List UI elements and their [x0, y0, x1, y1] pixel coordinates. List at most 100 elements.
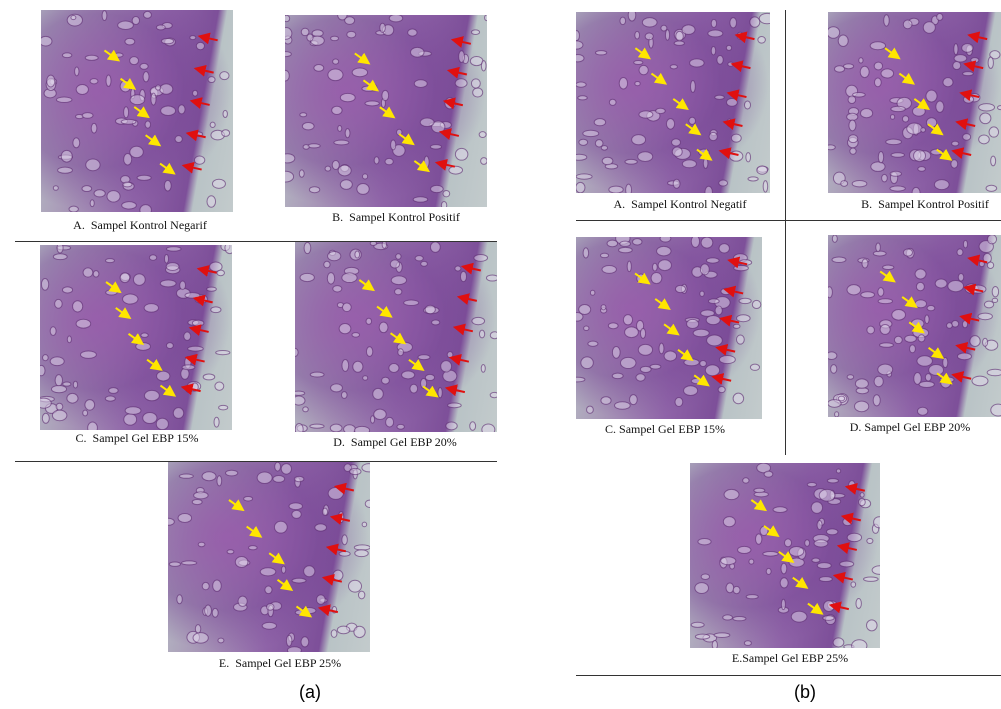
cell — [871, 565, 880, 575]
cell — [638, 64, 649, 76]
cell — [866, 537, 874, 544]
caption: A. Sampel Kontrol Negatif — [613, 197, 747, 211]
cell — [576, 30, 580, 42]
cell — [321, 507, 329, 516]
cell — [618, 246, 633, 254]
micrograph — [168, 462, 370, 652]
cell — [664, 29, 671, 41]
cell — [928, 364, 944, 376]
cell — [877, 363, 894, 376]
cell — [707, 29, 724, 38]
cell — [273, 520, 288, 534]
micrograph — [828, 12, 1001, 193]
cell — [790, 610, 808, 623]
cell — [124, 406, 142, 415]
cell — [389, 259, 401, 269]
cell — [168, 517, 175, 526]
cell — [403, 299, 420, 307]
cell — [902, 19, 913, 30]
annotations — [295, 242, 497, 432]
arrow — [722, 118, 743, 131]
cell — [66, 392, 79, 404]
cell — [90, 122, 98, 134]
cell — [772, 506, 788, 513]
cell — [901, 115, 910, 123]
cell — [132, 273, 146, 286]
cell — [165, 342, 174, 350]
cell — [582, 129, 600, 138]
cell — [437, 387, 443, 399]
cell — [52, 185, 59, 191]
cell — [788, 545, 805, 557]
arrow — [185, 129, 206, 142]
cell — [385, 416, 395, 428]
arrow — [693, 374, 710, 387]
cell — [259, 567, 277, 577]
cell — [671, 138, 682, 147]
cell — [627, 12, 637, 22]
cell — [454, 78, 468, 88]
cell — [410, 46, 425, 58]
cell — [354, 549, 369, 558]
cell — [217, 637, 225, 644]
cell — [924, 373, 932, 382]
arrow — [959, 89, 980, 102]
annotations — [168, 462, 370, 652]
arrow — [763, 525, 780, 538]
cell — [962, 71, 974, 77]
cell — [124, 37, 136, 46]
caption: A. Sampel Kontrol Negarif — [73, 218, 207, 232]
cell — [742, 477, 750, 484]
cell — [849, 147, 857, 155]
cell — [665, 118, 676, 130]
cell — [710, 45, 717, 56]
cell — [578, 304, 592, 315]
cell — [751, 299, 762, 310]
cell — [743, 640, 752, 646]
cell — [681, 24, 696, 35]
cell — [934, 278, 948, 289]
cell — [224, 245, 232, 255]
arrow — [438, 128, 460, 140]
cell — [74, 66, 80, 77]
cell — [395, 253, 402, 260]
arrow — [295, 605, 313, 618]
cell — [211, 178, 226, 189]
cell — [192, 89, 199, 97]
cell — [75, 318, 92, 329]
arrow — [119, 77, 137, 90]
arrow — [196, 265, 217, 277]
cell — [346, 30, 357, 39]
cell — [834, 411, 840, 417]
cell — [624, 158, 638, 165]
cell — [168, 561, 182, 567]
cell — [330, 35, 340, 42]
cell — [756, 165, 769, 175]
arrow — [413, 160, 431, 173]
arrow — [836, 542, 858, 554]
cell — [285, 15, 291, 23]
cell — [850, 581, 857, 588]
cell — [935, 100, 945, 113]
cell — [718, 179, 729, 187]
cell — [697, 537, 712, 546]
arrow — [750, 499, 767, 512]
arrow — [726, 89, 747, 102]
cell — [690, 621, 705, 628]
cell — [323, 260, 331, 269]
cell — [351, 67, 369, 78]
cell — [216, 475, 223, 487]
cell — [265, 603, 275, 611]
cell — [55, 402, 64, 411]
cell — [143, 389, 160, 402]
cell — [779, 577, 789, 589]
cell — [783, 538, 793, 548]
arrow — [180, 383, 201, 396]
cell — [902, 248, 913, 257]
cell — [875, 242, 881, 253]
cell — [135, 342, 151, 351]
cell — [470, 78, 481, 89]
cell — [340, 391, 348, 399]
arrow — [792, 576, 809, 589]
